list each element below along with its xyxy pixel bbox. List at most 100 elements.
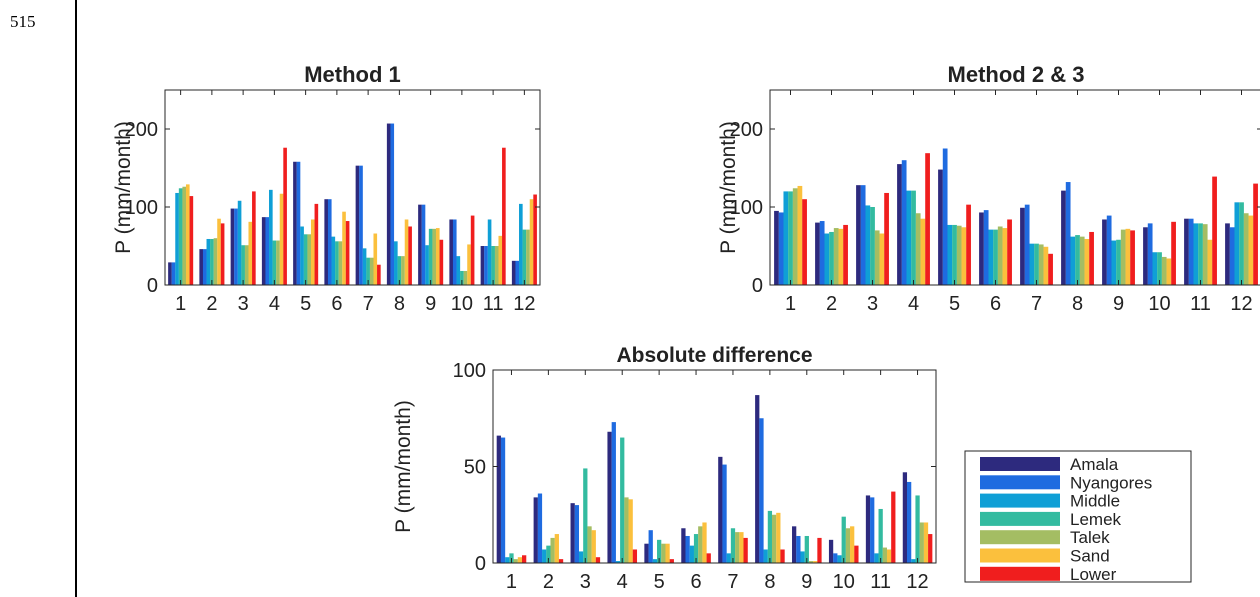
x-tick-label: 7 [363,293,374,315]
bar-sand-5 [665,543,670,563]
bar-middle-4 [906,190,912,285]
bar-sand-9 [1125,228,1131,285]
bar-talek-6 [997,226,1003,285]
bar-lower-4 [632,549,638,563]
bar-sand-3 [248,221,253,285]
x-tick-label: 5 [300,293,311,315]
bar-sand-9 [813,561,818,563]
bar-talek-11 [1202,224,1208,285]
bar-nyangores-5 [296,161,301,285]
y-axis-label: P (mm/month) [717,121,740,254]
bar-middle-2 [824,233,830,285]
bar-nyangores-4 [901,160,907,285]
bar-amala-11 [1184,218,1189,285]
bar-amala-9 [418,204,422,285]
bar-nyangores-11 [484,246,488,285]
bar-lemek-9 [1116,239,1121,285]
bar-amala-4 [897,164,902,285]
bar-nyangores-8 [759,418,764,563]
x-tick-label: 8 [394,293,405,315]
bar-lower-9 [1130,230,1135,285]
bar-nyangores-12 [906,481,912,563]
bar-nyangores-9 [796,535,801,563]
bar-lemek-7 [366,257,370,285]
legend-swatch-amala [980,457,1060,471]
bar-lower-2 [843,224,848,285]
legend-swatch-talek [980,530,1060,545]
bar-sand-11 [498,235,503,285]
legend-label-middle: Middle [1070,492,1120,511]
x-tick-label: 1 [175,293,186,315]
bar-lemek-12 [1239,202,1244,285]
bar-amala-4 [261,217,266,285]
bar-sand-2 [217,218,221,285]
legend-label-talek: Talek [1070,528,1110,547]
bar-talek-8 [1079,236,1085,285]
bar-amala-8 [755,395,760,563]
y-tick-label: 200 [730,119,763,141]
bar-lower-7 [743,537,748,563]
bar-nyangores-2 [537,493,543,563]
bar-lower-2 [558,559,564,563]
bar-middle-6 [988,229,994,285]
bar-nyangores-12 [1229,227,1235,285]
bar-amala-8 [386,123,391,285]
legend-label-lemek: Lemek [1070,510,1122,529]
chart-title: Method 1 [304,62,401,87]
bar-lemek-8 [1075,235,1080,285]
bar-lower-12 [533,194,537,285]
bar-amala-6 [979,212,984,285]
bar-talek-1 [792,188,798,285]
bar-amala-9 [792,526,797,563]
bar-lemek-11 [491,246,495,285]
x-tick-label: 2 [543,571,554,593]
bar-sand-12 [923,522,929,563]
bar-nyangores-1 [171,262,176,285]
bar-talek-2 [213,238,218,285]
bar-lemek-7 [1034,243,1039,285]
legend-swatch-middle [980,493,1060,508]
x-tick-label: 7 [727,571,738,593]
bar-nyangores-11 [870,497,875,563]
bar-lemek-9 [804,535,809,563]
x-tick-label: 1 [785,293,796,315]
bar-lemek-3 [241,245,245,285]
bar-middle-4 [269,189,273,285]
x-tick-label: 3 [238,293,249,315]
x-tick-label: 5 [949,293,960,315]
bar-amala-2 [815,222,820,285]
bar-talek-5 [307,234,312,285]
bar-lower-11 [891,491,896,563]
bar-sand-10 [1166,258,1172,285]
bar-lemek-11 [1198,223,1203,285]
bar-lower-8 [1089,231,1094,285]
bar-lemek-4 [911,190,916,285]
bar-middle-2 [206,238,211,285]
x-tick-label: 3 [867,293,878,315]
bar-lemek-8 [767,510,773,563]
legend-label-lower: Lower [1070,565,1117,584]
bar-nyangores-12 [515,260,520,285]
x-tick-label: 2 [826,293,837,315]
legend-swatch-sand [980,548,1060,563]
x-tick-label: 11 [1190,293,1211,315]
bar-lower-3 [595,557,601,563]
bar-lower-5 [314,203,319,285]
bar-talek-12 [526,229,530,285]
bar-sand-6 [1002,228,1008,285]
bar-nyangores-11 [1188,218,1194,285]
bar-lemek-5 [952,224,957,285]
bar-lemek-8 [397,256,402,285]
bar-middle-4 [615,561,621,563]
bar-talek-8 [771,514,777,563]
bar-middle-8 [394,241,398,285]
bar-sand-3 [879,233,885,285]
bar-middle-9 [425,245,429,285]
bar-middle-3 [578,551,584,563]
bar-lower-10 [854,545,859,563]
bar-nyangores-6 [983,210,989,285]
bar-talek-3 [244,245,249,285]
x-tick-label: 10 [451,293,473,315]
bar-talek-7 [1038,244,1044,285]
